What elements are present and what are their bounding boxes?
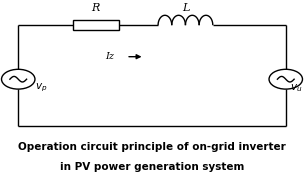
Bar [73, 20, 119, 30]
Text: L: L [182, 3, 189, 13]
Text: $v_u$: $v_u$ [290, 82, 303, 94]
Text: R: R [92, 3, 100, 13]
Text: Operation circuit principle of on-grid inverter: Operation circuit principle of on-grid i… [18, 142, 286, 152]
Text: Iz: Iz [105, 52, 114, 61]
Text: $v_p$: $v_p$ [35, 82, 47, 94]
Text: in PV power generation system: in PV power generation system [60, 162, 244, 172]
